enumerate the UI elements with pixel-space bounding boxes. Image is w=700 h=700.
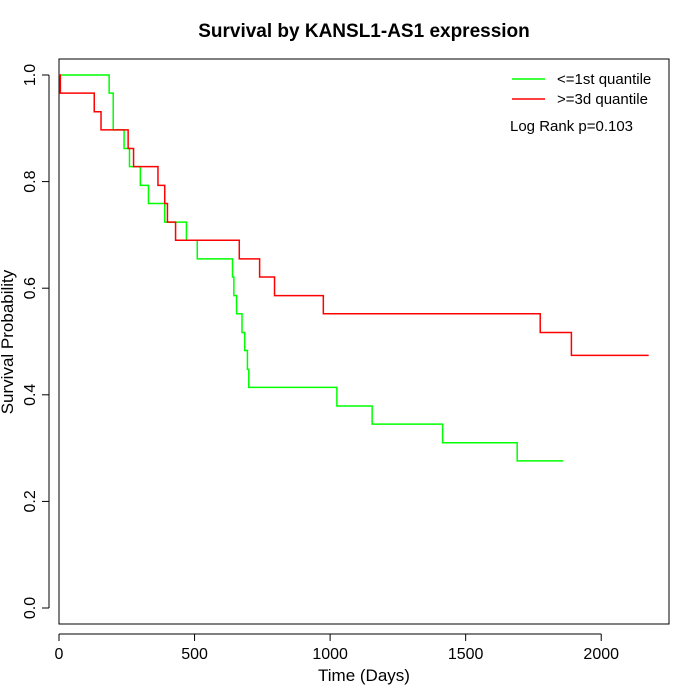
x-axis-label: Time (Days) [318, 666, 410, 685]
chart-title: Survival by KANSL1-AS1 expression [198, 21, 530, 42]
y-tick-label: 0.6 [22, 277, 39, 299]
y-tick-label: 0.4 [22, 384, 39, 406]
y-tick-label: 0.0 [22, 597, 39, 619]
x-tick-label: 2000 [583, 646, 619, 663]
x-tick-label: 0 [55, 646, 64, 663]
legend-label-1: >=3d quantile [557, 91, 648, 108]
y-tick-label: 1.0 [22, 64, 39, 86]
y-tick-label: 0.8 [22, 170, 39, 192]
x-tick-label: 500 [181, 646, 208, 663]
y-axis-label: Survival Probability [0, 269, 17, 414]
x-tick-label: 1500 [448, 646, 484, 663]
legend-label-0: <=1st quantile [557, 71, 651, 88]
x-tick-label: 1000 [312, 646, 348, 663]
series-line-1 [59, 74, 649, 357]
series-line-0 [59, 74, 564, 462]
legend: <=1st quantile >=3d quantile [512, 71, 651, 108]
plot-frame [58, 58, 670, 625]
log-rank-annotation: Log Rank p=0.103 [510, 118, 633, 135]
axes: 0 500 1000 1500 2000 0.0 0.2 0.4 0.6 0.8 1.0 [22, 64, 619, 663]
y-tick-label: 0.2 [22, 490, 39, 512]
survival-curves [59, 74, 649, 462]
